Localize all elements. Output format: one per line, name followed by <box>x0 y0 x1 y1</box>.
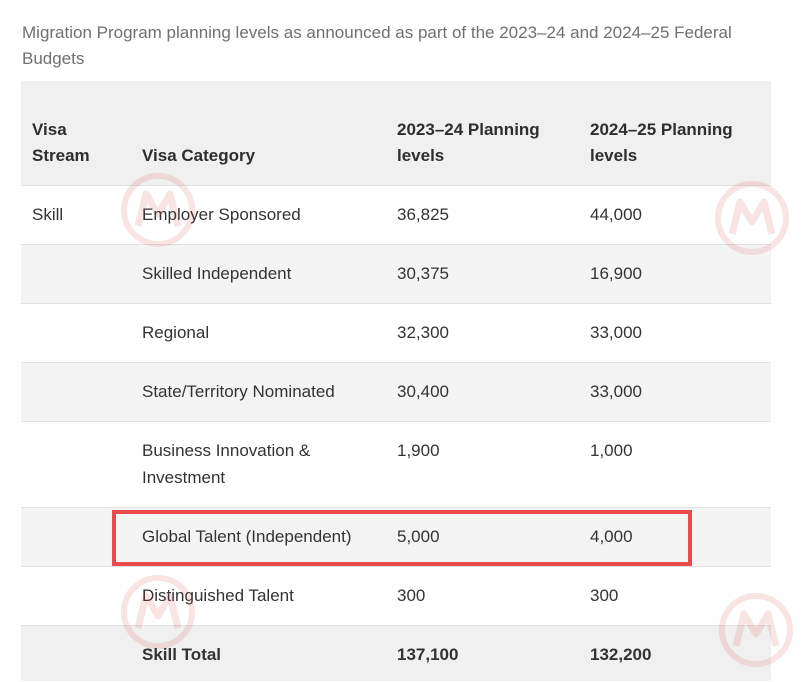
header-visa-stream: Visa Stream <box>21 81 131 185</box>
cell-stream <box>21 420 131 507</box>
cell-2023-24: 1,900 <box>386 420 579 507</box>
cell-2023-24: 5,000 <box>386 506 579 566</box>
table-header-row: Visa Stream Visa Category 2023–24 Planni… <box>21 81 771 185</box>
cell-2023-24: 36,825 <box>386 184 579 244</box>
table-row: Regional 32,300 33,000 <box>21 302 771 362</box>
table-row: Distinguished Talent 300 300 <box>21 565 771 625</box>
table-row: Skilled Independent 30,375 16,900 <box>21 243 771 303</box>
cell-2024-25: 44,000 <box>579 184 771 244</box>
cell-stream <box>21 506 131 566</box>
cell-stream: Skill <box>21 184 131 244</box>
table-row: State/Territory Nominated 30,400 33,000 <box>21 361 771 421</box>
cell-category: Distinguished Talent <box>131 565 386 625</box>
table-caption: Migration Program planning levels as ann… <box>22 23 732 68</box>
header-2023-24: 2023–24 Planning levels <box>386 81 579 185</box>
cell-category: Global Talent (Independent) <box>131 506 386 566</box>
cell-stream <box>21 624 131 681</box>
cell-2023-24: 30,400 <box>386 361 579 421</box>
cell-stream <box>21 302 131 362</box>
table-row: Business Innovation & Investment 1,900 1… <box>21 420 771 507</box>
cell-stream <box>21 243 131 303</box>
cell-category: Employer Sponsored <box>131 184 386 244</box>
cell-category: Regional <box>131 302 386 362</box>
cell-2024-25: 16,900 <box>579 243 771 303</box>
table-row-highlighted: Global Talent (Independent) 5,000 4,000 <box>21 506 771 566</box>
cell-category-total: Skill Total <box>131 624 386 681</box>
cell-2024-25: 300 <box>579 565 771 625</box>
cell-2024-25: 33,000 <box>579 361 771 421</box>
cell-2024-25: 1,000 <box>579 420 771 507</box>
cell-2024-25: 33,000 <box>579 302 771 362</box>
table-row: Skill Employer Sponsored 36,825 44,000 <box>21 184 771 244</box>
header-visa-category: Visa Category <box>131 81 386 185</box>
cell-stream <box>21 565 131 625</box>
cell-stream <box>21 361 131 421</box>
cell-2024-25-total: 132,200 <box>579 624 771 681</box>
cell-category: Business Innovation & Investment <box>131 420 386 507</box>
cell-category: State/Territory Nominated <box>131 361 386 421</box>
cell-2023-24: 30,375 <box>386 243 579 303</box>
cell-2023-24: 300 <box>386 565 579 625</box>
header-2024-25: 2024–25 Planning levels <box>579 81 771 185</box>
planning-levels-table: Visa Stream Visa Category 2023–24 Planni… <box>21 81 771 681</box>
cell-category: Skilled Independent <box>131 243 386 303</box>
table-total-row: Skill Total 137,100 132,200 <box>21 624 771 681</box>
cell-2024-25: 4,000 <box>579 506 771 566</box>
cell-2023-24-total: 137,100 <box>386 624 579 681</box>
cell-2023-24: 32,300 <box>386 302 579 362</box>
